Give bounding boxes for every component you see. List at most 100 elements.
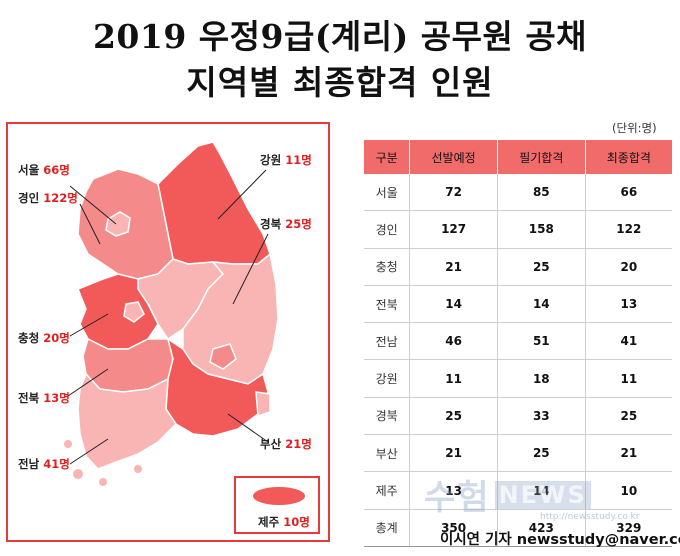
leader-gyeongbuk bbox=[232, 233, 269, 305]
label-region-name: 서울 bbox=[18, 163, 40, 177]
label-region-name: 충청 bbox=[18, 331, 40, 345]
leader-busan bbox=[227, 413, 269, 443]
header-written-pass: 필기합격 bbox=[496, 140, 586, 174]
map-region-jeju bbox=[253, 487, 305, 505]
label-jeju: 제주 10명 bbox=[258, 514, 310, 530]
table-cell: 51 bbox=[496, 322, 586, 361]
table-cell: 10 bbox=[584, 471, 672, 510]
header-category: 구분 bbox=[364, 140, 410, 174]
label-count: 25명 bbox=[285, 217, 312, 231]
table-row: 경인 127 158 122 bbox=[364, 210, 672, 249]
label-region-name: 전북 bbox=[18, 391, 40, 405]
label-busan: 부산 21명 bbox=[260, 436, 312, 452]
table-cell: 20 bbox=[584, 248, 672, 286]
table-cell: 11 bbox=[584, 359, 672, 398]
credit: 이시연 기자 newsstudy@naver.com bbox=[440, 532, 680, 548]
table-cell: 329 bbox=[584, 509, 672, 547]
watermark-url: http://newsstudy.co.kr bbox=[540, 512, 640, 522]
title-line-1: 2019 우정9급(계리) 공무원 공채 bbox=[92, 17, 588, 56]
label-region-name: 제주 bbox=[258, 515, 280, 529]
table-cell: 13 bbox=[584, 285, 672, 324]
label-chungcheong: 충청 20명 bbox=[18, 330, 70, 346]
table-cell: 21 bbox=[409, 248, 498, 286]
leader-jeonbuk bbox=[67, 368, 109, 397]
map-region-sejong bbox=[123, 301, 145, 323]
table-cell: 전남 bbox=[364, 322, 410, 361]
table-row: 전남 46 51 41 bbox=[364, 322, 672, 361]
jeju-inset: 제주 10명 bbox=[234, 476, 320, 534]
map-region-daegu bbox=[209, 343, 237, 370]
title-line-2: 지역별 최종합격 인원 bbox=[186, 63, 494, 102]
map-region-ulsan bbox=[255, 391, 271, 418]
table-cell: 제주 bbox=[364, 471, 410, 510]
label-count: 11명 bbox=[285, 153, 312, 167]
table-header-row: 구분 선발예정 필기합격 최종합격 bbox=[364, 140, 672, 174]
results-table: 구분 선발예정 필기합격 최종합격 서울 72 85 66 경인 127 158 122 충청 2… bbox=[364, 140, 672, 547]
table-cell: 127 bbox=[409, 210, 498, 249]
table-cell: 122 bbox=[584, 210, 672, 249]
table-cell: 85 bbox=[496, 174, 586, 212]
table-row: 서울 72 85 66 bbox=[364, 174, 672, 212]
table-cell: 14 bbox=[496, 285, 586, 324]
label-jeonbuk: 전북 13명 bbox=[18, 390, 70, 406]
map-panel: 서울 66명 경인 122명 강원 11명 경북 25명 충청 20명 전북 1… bbox=[6, 122, 330, 542]
map-region-jeonnam bbox=[77, 372, 177, 470]
map-island bbox=[73, 469, 83, 479]
table-row: 전북 14 14 13 bbox=[364, 285, 672, 324]
label-region-name: 부산 bbox=[260, 437, 282, 451]
table-cell: 서울 bbox=[364, 174, 410, 212]
label-region-name: 전남 bbox=[18, 457, 40, 471]
label-count: 21명 bbox=[285, 437, 312, 451]
map-island bbox=[114, 430, 122, 438]
header-planned: 선발예정 bbox=[409, 140, 498, 174]
table-cell: 11 bbox=[409, 359, 498, 398]
header-final-pass: 최종합격 bbox=[584, 140, 672, 174]
table-cell: 전북 bbox=[364, 285, 410, 324]
label-region-name: 강원 bbox=[260, 153, 282, 167]
label-seoul: 서울 66명 bbox=[18, 162, 70, 178]
table-cell: 423 bbox=[496, 509, 586, 547]
table-row: 충청 21 25 20 bbox=[364, 248, 672, 286]
table-row: 총계 350 423 329 bbox=[364, 509, 672, 547]
table-cell: 경북 bbox=[364, 397, 410, 436]
table-cell: 46 bbox=[409, 322, 498, 361]
table-cell: 경인 bbox=[364, 210, 410, 249]
table-cell: 충청 bbox=[364, 248, 410, 286]
table-cell: 21 bbox=[409, 434, 498, 473]
table-cell: 강원 bbox=[364, 359, 410, 398]
table-cell: 66 bbox=[584, 174, 672, 212]
table-cell: 18 bbox=[496, 359, 586, 398]
map-island bbox=[134, 465, 142, 473]
label-count: 41명 bbox=[43, 457, 70, 471]
label-region-name: 경인 bbox=[18, 191, 40, 205]
table-cell: 350 bbox=[409, 509, 498, 547]
table-cell: 부산 bbox=[364, 434, 410, 473]
table-cell: 41 bbox=[584, 322, 672, 361]
leader-jeonnam bbox=[69, 438, 109, 465]
table-cell: 25 bbox=[496, 434, 586, 473]
table-cell: 33 bbox=[496, 397, 586, 436]
label-count: 10명 bbox=[283, 515, 310, 529]
table-row: 부산 21 25 21 bbox=[364, 434, 672, 473]
watermark-text: 수험 bbox=[424, 478, 491, 518]
label-gangwon: 강원 11명 bbox=[260, 152, 312, 168]
label-jeonnam: 전남 41명 bbox=[18, 456, 70, 472]
leader-seoul bbox=[69, 185, 117, 225]
label-count: 66명 bbox=[43, 163, 70, 177]
korea-map bbox=[64, 141, 279, 486]
watermark: 수험 NEWS bbox=[424, 470, 591, 519]
table-row: 제주 13 14 10 bbox=[364, 471, 672, 510]
label-count: 13명 bbox=[43, 391, 70, 405]
leader-gangwon bbox=[217, 169, 267, 220]
table-cell: 158 bbox=[496, 210, 586, 249]
unit-label: (단위:명) bbox=[612, 121, 657, 135]
label-gyeongbuk: 경북 25명 bbox=[260, 216, 312, 232]
label-region-name: 경북 bbox=[260, 217, 282, 231]
table-row: 강원 11 18 11 bbox=[364, 359, 672, 398]
label-gyeongin: 경인 122명 bbox=[18, 190, 78, 206]
label-count: 122명 bbox=[43, 191, 78, 205]
map-region-chungnam bbox=[77, 273, 159, 350]
table-cell: 총계 bbox=[364, 509, 410, 547]
map-island bbox=[64, 440, 72, 448]
table-row: 경북 25 33 25 bbox=[364, 397, 672, 436]
